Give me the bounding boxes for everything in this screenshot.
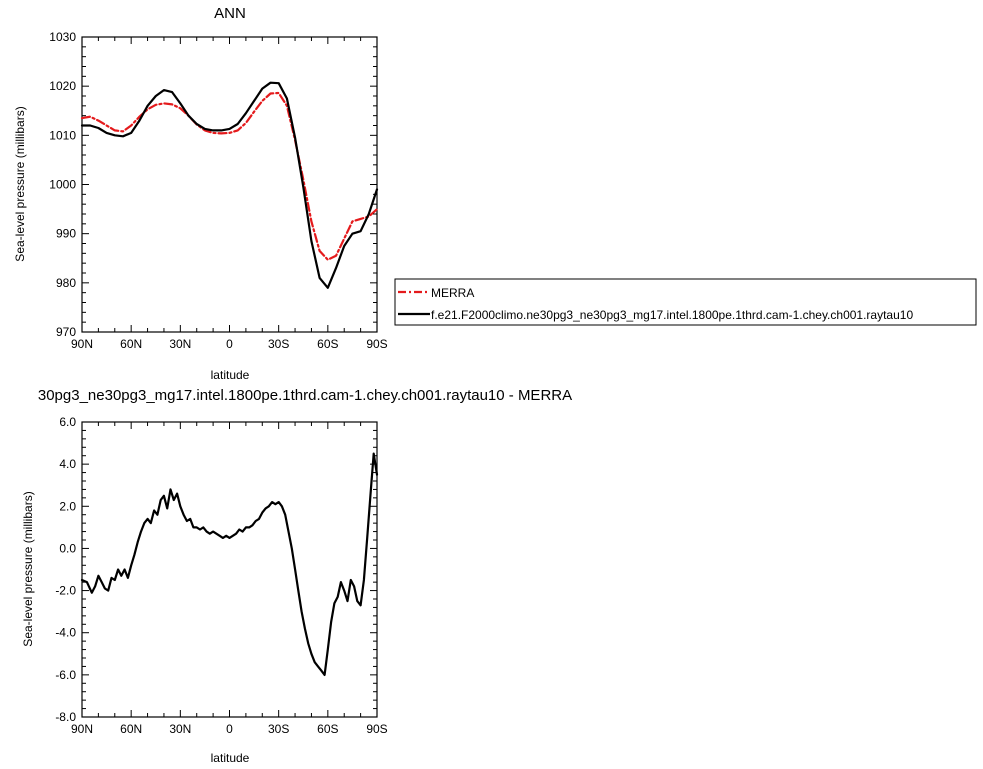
top-y-tick-label: 1000 (49, 178, 76, 192)
bottom-x-tick-label: 30N (169, 722, 191, 736)
bottom-y-tick-label: -8.0 (55, 710, 76, 724)
legend-merra-label: MERRA (431, 286, 474, 300)
bottom-plot-frame (81, 421, 378, 718)
top-y-tick-label: 990 (56, 227, 76, 241)
bottom-x-tick-label: 90S (366, 722, 387, 736)
bottom-x-tick-label: 60S (317, 722, 338, 736)
bottom-title: 30pg3_ne30pg3_mg17.intel.1800pe.1thrd.ca… (38, 387, 572, 404)
legend-box (394, 278, 977, 326)
top-title: ANN (214, 5, 246, 22)
top-series-line-0 (80, 91, 379, 261)
bottom-x-axis-label: latitude (211, 751, 250, 765)
bottom-y-tick-label: -6.0 (55, 668, 76, 682)
legend: MERRA f.e21.F2000climo.ne30pg3_ne30pg3_m… (394, 278, 977, 326)
bottom-y-tick-label: 6.0 (59, 415, 76, 429)
panel-top: ANN 90N 60N 30N 0 30S 60S 90S 970 980 990 1000 1010… (13, 5, 977, 382)
top-y-tick-label: 980 (56, 276, 76, 290)
bottom-y-tick-label: 0.0 (59, 541, 76, 555)
top-x-tick-label: 0 (226, 337, 233, 351)
top-x-axis-label: latitude (211, 368, 250, 382)
top-ticks: 90N 60N 30N 0 30S 60S 90S 970 980 990 1000 1010 1020… (49, 30, 387, 351)
top-y-tick-label: 1010 (49, 128, 76, 142)
top-y-tick-label: 1020 (49, 79, 76, 93)
bottom-x-tick-label: 60N (120, 722, 142, 736)
top-x-tick-label: 60S (317, 337, 338, 351)
top-x-tick-label: 30S (268, 337, 289, 351)
top-y-tick-label: 970 (56, 325, 76, 339)
bottom-y-tick-label: 2.0 (59, 499, 76, 513)
top-y-tick-label: 1030 (49, 30, 76, 44)
bottom-y-tick-label: -4.0 (55, 626, 76, 640)
bottom-x-tick-label: 90N (71, 722, 93, 736)
top-y-axis-label: Sea-level pressure (millibars) (13, 106, 27, 261)
top-x-tick-label: 90S (366, 337, 387, 351)
top-x-tick-label: 30N (169, 337, 191, 351)
panel-bottom: 30pg3_ne30pg3_mg17.intel.1800pe.1thrd.ca… (21, 387, 572, 765)
bottom-series-line-0 (80, 452, 379, 677)
bottom-x-tick-label: 30S (268, 722, 289, 736)
top-x-tick-label: 90N (71, 337, 93, 351)
top-series-layer (80, 81, 379, 289)
legend-model-label: f.e21.F2000climo.ne30pg3_ne30pg3_mg17.in… (431, 308, 913, 322)
top-x-tick-label: 60N (120, 337, 142, 351)
bottom-y-axis-label: Sea-level pressure (millibars) (21, 491, 35, 646)
bottom-series-layer (80, 452, 379, 677)
top-series-line-1 (80, 81, 379, 289)
bottom-x-tick-label: 0 (226, 722, 233, 736)
bottom-y-tick-label: 4.0 (59, 457, 76, 471)
top-plot-frame (81, 36, 378, 333)
bottom-ticks: 90N 60N 30N 0 30S 60S 90S -8.0 -6.0 -4.0 -2.0 0.0 2.… (55, 415, 387, 736)
bottom-y-tick-label: -2.0 (55, 584, 76, 598)
